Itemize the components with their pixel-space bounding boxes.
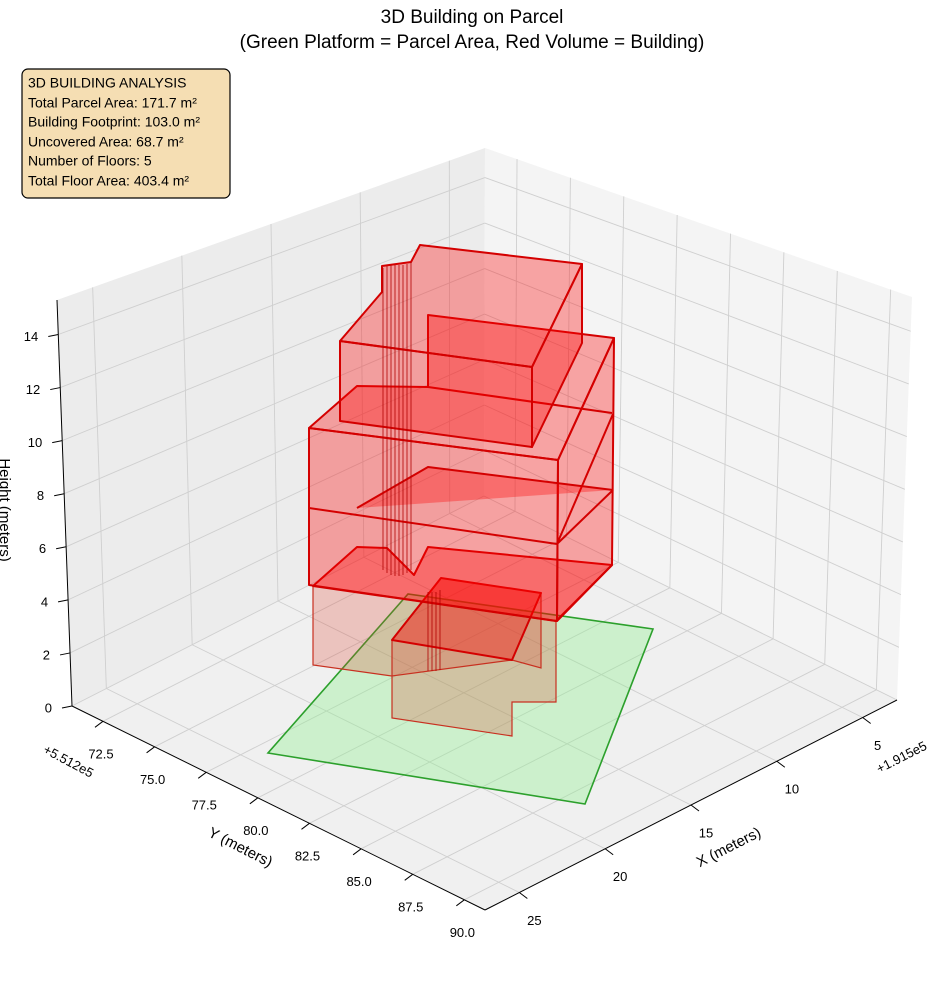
- y-tick-label: 85.0: [346, 874, 371, 889]
- grid-line: [721, 233, 731, 614]
- y-tick: [404, 873, 414, 881]
- building-top-roof: [339, 244, 583, 368]
- grid-line: [181, 255, 193, 645]
- z-tick-label: 14: [24, 329, 38, 344]
- z-tick-label: 10: [28, 435, 42, 450]
- right-pane: [484, 148, 912, 700]
- building-wing-top: [391, 577, 542, 661]
- floor-line: [356, 466, 614, 509]
- z-tick-label: 6: [39, 541, 46, 556]
- y-axis-line: [71, 705, 486, 911]
- info-box-frame: [21, 68, 231, 199]
- y-tick: [456, 899, 465, 907]
- grid-line: [359, 192, 365, 558]
- stair-core: [382, 262, 441, 671]
- y-tick-label: 75.0: [140, 772, 165, 787]
- grid-line: [566, 177, 571, 537]
- building-base: [312, 585, 557, 737]
- grid-line: [484, 177, 911, 332]
- info-line: Number of Floors: 5: [28, 153, 152, 169]
- x-tick: [519, 892, 528, 899]
- y-tick: [94, 720, 104, 728]
- grid-line: [92, 287, 107, 689]
- x-tick-label: 15: [699, 825, 713, 840]
- chart-title: 3D Building on Parcel: [381, 7, 564, 28]
- grid-line: [484, 268, 907, 438]
- info-line: Uncovered Area: 68.7 m²: [28, 134, 184, 150]
- grid-line: [772, 252, 785, 639]
- left-pane: [57, 148, 485, 706]
- grid-line: [484, 404, 902, 596]
- z-tick: [48, 334, 59, 337]
- x-tick-label: 20: [613, 869, 627, 884]
- grid-line: [669, 215, 678, 588]
- grid-line: [106, 688, 520, 893]
- x-tick: [690, 804, 700, 812]
- x-offset-label: +1.915e5: [874, 738, 929, 776]
- z-tick: [50, 387, 61, 391]
- grid-line: [484, 359, 904, 543]
- grid-line: [514, 159, 518, 512]
- grid-line: [617, 196, 625, 563]
- grid-line: [363, 556, 778, 762]
- building-middle-top: [308, 314, 615, 461]
- floor-line: [556, 413, 614, 545]
- y-tick: [301, 822, 310, 830]
- x-axis-line: [484, 699, 898, 911]
- info-box: 3D BUILDING ANALYSIS Total Parcel Area: …: [21, 68, 231, 199]
- chart-subtitle: (Green Platform = Parcel Area, Red Volum…: [240, 32, 705, 53]
- grid-line: [449, 513, 863, 718]
- y-tick-label: 82.5: [295, 849, 320, 864]
- floor-line: [556, 489, 614, 545]
- x-tick: [776, 760, 786, 768]
- y-tick-label: 80.0: [243, 823, 268, 838]
- y-tick: [249, 797, 259, 805]
- grid-line: [277, 600, 692, 806]
- y-tick: [352, 848, 362, 856]
- x-tick-label: 25: [527, 913, 541, 928]
- z-tick: [54, 493, 65, 497]
- x-tick-label: 5: [874, 738, 881, 753]
- z-tick-label: 2: [43, 647, 50, 662]
- info-line: 3D BUILDING ANALYSIS: [28, 75, 186, 91]
- z-tick-label: 8: [37, 488, 44, 503]
- grid-line: [270, 223, 279, 602]
- x-tick: [604, 848, 614, 856]
- grid-line: [824, 270, 838, 665]
- axes: 0 2 4 6 8 10 12 14 72.5 75.0 77.5 80.0 82.5 85.0 87.5 9…: [24, 148, 912, 940]
- info-line: Building Footprint: 103.0 m²: [28, 114, 200, 130]
- z-tick: [52, 440, 63, 444]
- grid-line: [484, 222, 909, 385]
- info-line: Total Parcel Area: 171.7 m²: [28, 95, 197, 111]
- y-tick-label: 90.0: [450, 925, 475, 940]
- z-axis-line: [56, 299, 73, 707]
- y-tick-label: 87.5: [398, 900, 423, 915]
- z-tick-label: 12: [26, 382, 40, 397]
- y-tick: [146, 746, 155, 754]
- z-tick-label: 0: [45, 700, 52, 715]
- x-tick: [862, 717, 871, 724]
- info-line: Total Floor Area: 403.4 m²: [28, 173, 189, 189]
- grid-line: [484, 313, 906, 490]
- floor-line: [427, 386, 613, 414]
- grid-line: [191, 644, 606, 850]
- grid-line: [483, 495, 898, 701]
- z-tick-label: 4: [41, 594, 48, 609]
- z-tick: [59, 652, 71, 656]
- y-tick-label: 77.5: [192, 798, 217, 813]
- y-tick-label: 72.5: [88, 747, 113, 762]
- z-tick: [56, 546, 67, 550]
- x-tick-label: 10: [785, 782, 799, 797]
- floor-line: [308, 507, 558, 545]
- z-axis-label: Height (meters): [0, 458, 13, 561]
- z-tick: [57, 599, 69, 603]
- parcel-platform: [266, 593, 655, 805]
- grid-line: [875, 289, 892, 690]
- z-tick: [61, 705, 73, 709]
- y-tick: [197, 771, 207, 779]
- building: [266, 244, 655, 805]
